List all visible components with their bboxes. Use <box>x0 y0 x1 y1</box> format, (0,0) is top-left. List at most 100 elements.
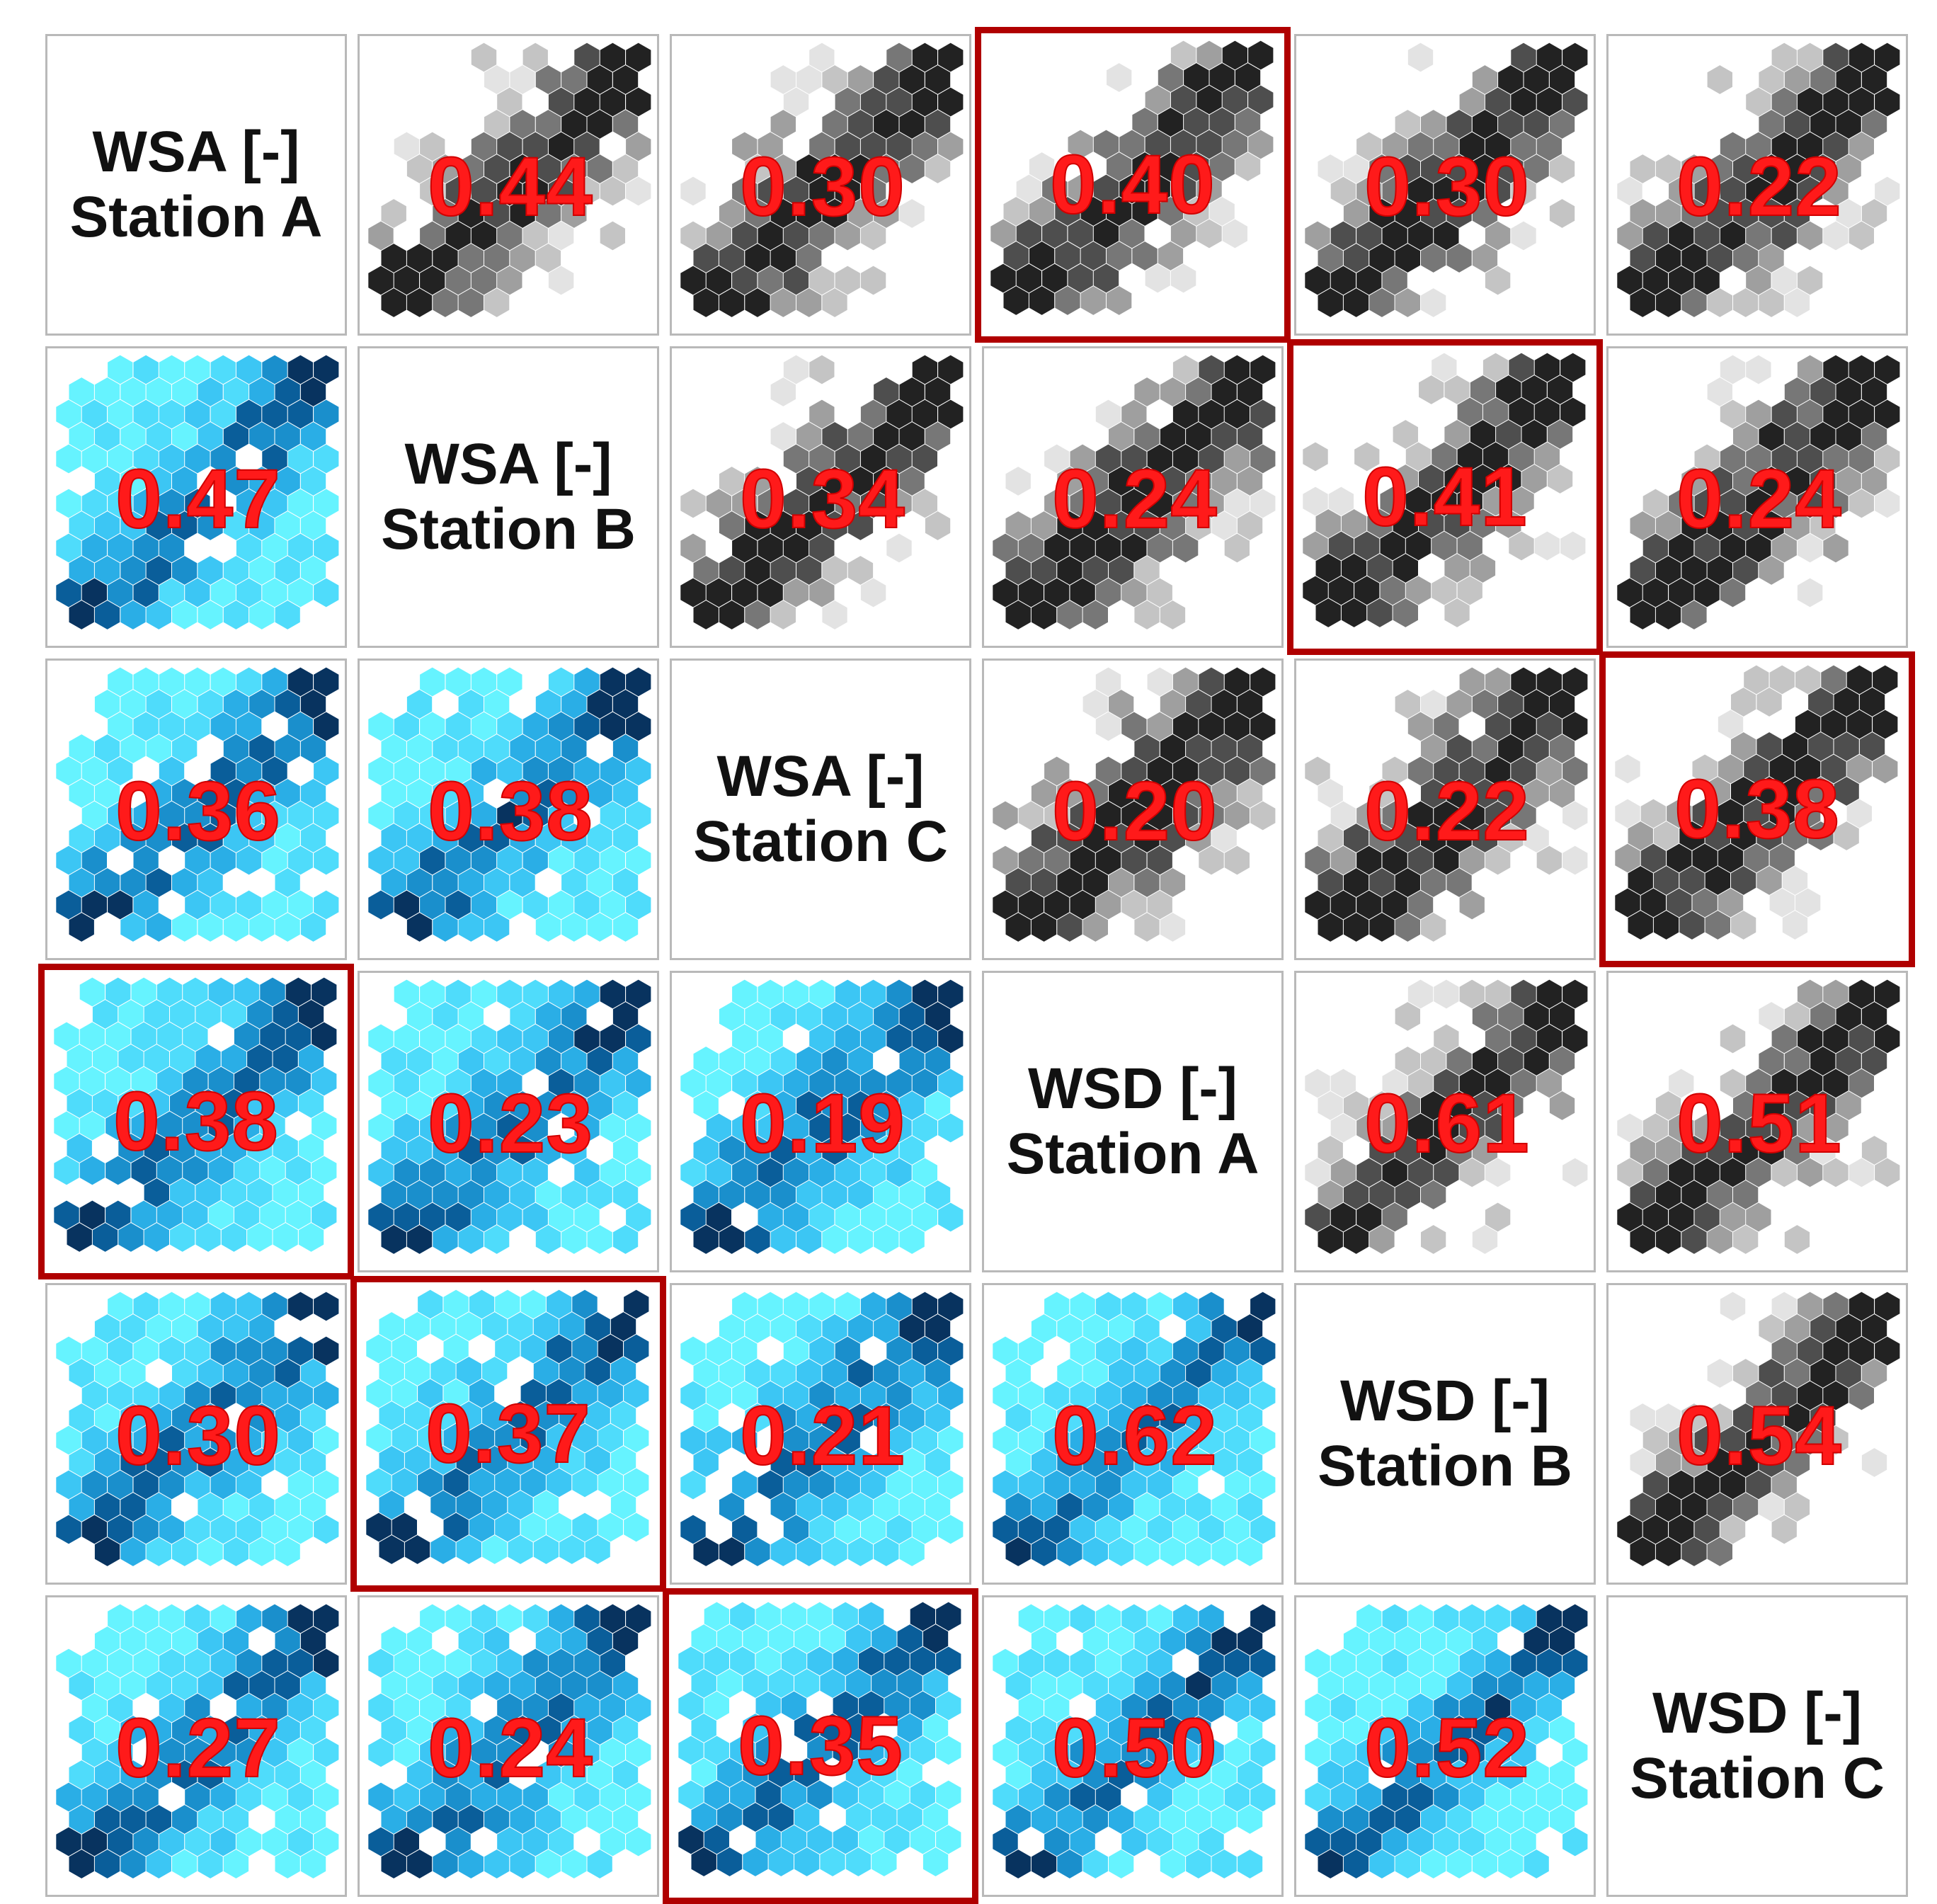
hexbin-1-4-54 <box>1328 531 1354 561</box>
hexbin-4-1-14 <box>533 1312 559 1341</box>
hexbin-3-2-15 <box>874 1002 899 1031</box>
hexbin-5-2-89 <box>794 1803 820 1832</box>
hexbin-5-3-88 <box>1057 1805 1082 1834</box>
hexbin-4-1-86 <box>598 1468 623 1498</box>
hexbin-5-3-85 <box>1250 1782 1276 1812</box>
hexbin-1-3-41 <box>1095 489 1121 518</box>
hexbin-2-3-5 <box>1250 667 1276 697</box>
hexbin-5-2-59 <box>755 1735 781 1765</box>
hexbin-2-1-53 <box>587 779 612 808</box>
hexbin-4-2-70 <box>847 1448 874 1477</box>
hexbin-2-4-42 <box>1356 801 1382 831</box>
hexbin-0-4-35 <box>1498 154 1524 183</box>
hexbin-0-3-30 <box>1158 152 1184 181</box>
hexbin-3-2-35 <box>680 1068 706 1098</box>
hexbin-4-0-48 <box>120 1403 146 1432</box>
hexbin-5-2-63 <box>884 1735 910 1765</box>
hexbin-3-1-112 <box>535 1225 561 1254</box>
hexbin-5-2-107 <box>768 1847 794 1876</box>
hexbin-2-5-54 <box>1834 821 1859 850</box>
hexbin-5-3-95 <box>1237 1805 1263 1834</box>
hexbin-3-1-19 <box>420 1024 445 1054</box>
hexbin-5-1-5 <box>548 1604 574 1634</box>
hexbin-3-4-4 <box>1511 979 1536 1009</box>
hexbin-2-5-73 <box>1718 888 1744 918</box>
hexbin-1-2-71 <box>719 600 745 629</box>
hexbin-0-2-60 <box>835 221 860 251</box>
hexbin-panel-gray-0-1: 0.44 <box>358 34 659 336</box>
hexbin-4-2-40 <box>758 1381 783 1410</box>
hexbin-4-1-108 <box>456 1535 481 1564</box>
hexbin-3-5-76 <box>1707 1225 1732 1254</box>
hexbin-0-3-16 <box>1184 108 1209 137</box>
hexbin-1-0-10 <box>94 377 120 406</box>
hexbin-4-3-39 <box>1095 1381 1121 1410</box>
hexbin-panel-gray-2-5: 0.38 <box>1599 651 1915 967</box>
hexbin-4-3-75 <box>1211 1448 1237 1477</box>
hexbin-0-5-55 <box>1617 221 1642 251</box>
hexbin-5-0-47 <box>94 1716 120 1745</box>
hexbin-3-4-68 <box>1421 1180 1446 1209</box>
hexbin-2-1-11 <box>535 690 561 719</box>
hexbin-4-1-50 <box>482 1401 508 1430</box>
hexbin-2-4-71 <box>1369 868 1395 897</box>
hexbin-4-1-85 <box>572 1468 598 1498</box>
hexbin-4-3-2 <box>1095 1292 1121 1321</box>
hexbin-0-4-43 <box>1459 176 1485 206</box>
hexbin-3-1-86 <box>626 1158 651 1187</box>
hexbin-1-3-79 <box>1147 578 1172 608</box>
hexbin-0-1-69 <box>535 244 561 273</box>
hexbin-0-3-61 <box>1029 241 1055 270</box>
hexbin-3-1-108 <box>406 1225 433 1254</box>
hexbin-5-3-76 <box>993 1782 1018 1812</box>
hexbin-1-2-4 <box>770 377 796 406</box>
hexbin-2-3-77 <box>1018 890 1044 920</box>
hexbin-1-3-0 <box>1172 355 1199 384</box>
variable-label-line1: WSD [-] <box>1027 1056 1238 1122</box>
hexbin-3-1-28 <box>381 1047 406 1076</box>
hexbin-3-5-22 <box>1746 1068 1771 1098</box>
hexbin-4-5-26 <box>1823 1381 1849 1410</box>
hexbin-3-1-17 <box>368 1024 394 1054</box>
hexbin-1-5-45 <box>1771 489 1797 518</box>
hexbin-5-0-27 <box>314 1648 339 1678</box>
hexbin-4-0-3 <box>185 1292 210 1321</box>
hexbin-5-1-14 <box>561 1626 587 1655</box>
hexbin-2-5-20 <box>1834 732 1859 761</box>
hexbin-0-4-18 <box>1524 110 1549 139</box>
hexbin-2-5-68 <box>1782 866 1808 895</box>
hexbin-2-0-52 <box>81 801 107 831</box>
hexbin-2-1-74 <box>612 823 639 853</box>
hexbin-4-5-55 <box>1720 1470 1746 1500</box>
hexbin-2-1-108 <box>458 913 484 942</box>
hexbin-5-3-5 <box>1147 1604 1172 1634</box>
hexbin-5-0-110 <box>198 1849 223 1879</box>
hexbin-0-4-41 <box>1407 176 1434 206</box>
hexbin-0-1-9 <box>587 65 612 94</box>
diagonal-label-cell-2: WSA [-] Station C <box>670 659 971 960</box>
hexbin-4-0-94 <box>300 1493 326 1522</box>
hexbin-0-1-81 <box>484 288 510 317</box>
hexbin-5-2-9 <box>691 1624 716 1653</box>
hexbin-4-0-8 <box>314 1292 339 1321</box>
hexbin-0-5-21 <box>1861 110 1887 139</box>
hexbin-4-1-99 <box>495 1512 520 1542</box>
hexbin-0-2-46 <box>719 199 745 228</box>
hexbin-5-1-75 <box>368 1782 394 1812</box>
hexbin-4-3-15 <box>1237 1314 1263 1343</box>
hexbin-3-0-23 <box>156 1022 183 1051</box>
hexbin-4-5-69 <box>1720 1515 1746 1544</box>
hexbin-1-0-60 <box>108 489 133 518</box>
hexbin-3-4-38 <box>1446 1091 1472 1120</box>
hexbin-5-4-38 <box>1305 1693 1330 1723</box>
hexbin-2-0-3 <box>185 667 210 697</box>
hexbin-1-2-55 <box>886 533 912 563</box>
hexbin-1-5-61 <box>1720 533 1746 563</box>
hexbin-5-1-47 <box>381 1716 406 1745</box>
hexbin-3-0-112 <box>170 1223 195 1252</box>
hexbin-0-5-10 <box>1861 65 1887 94</box>
hexbin-1-0-29 <box>314 399 339 429</box>
hexbin-5-0-52 <box>223 1716 249 1745</box>
hexbin-2-0-17 <box>300 690 326 719</box>
hexbin-1-2-36 <box>758 489 783 518</box>
